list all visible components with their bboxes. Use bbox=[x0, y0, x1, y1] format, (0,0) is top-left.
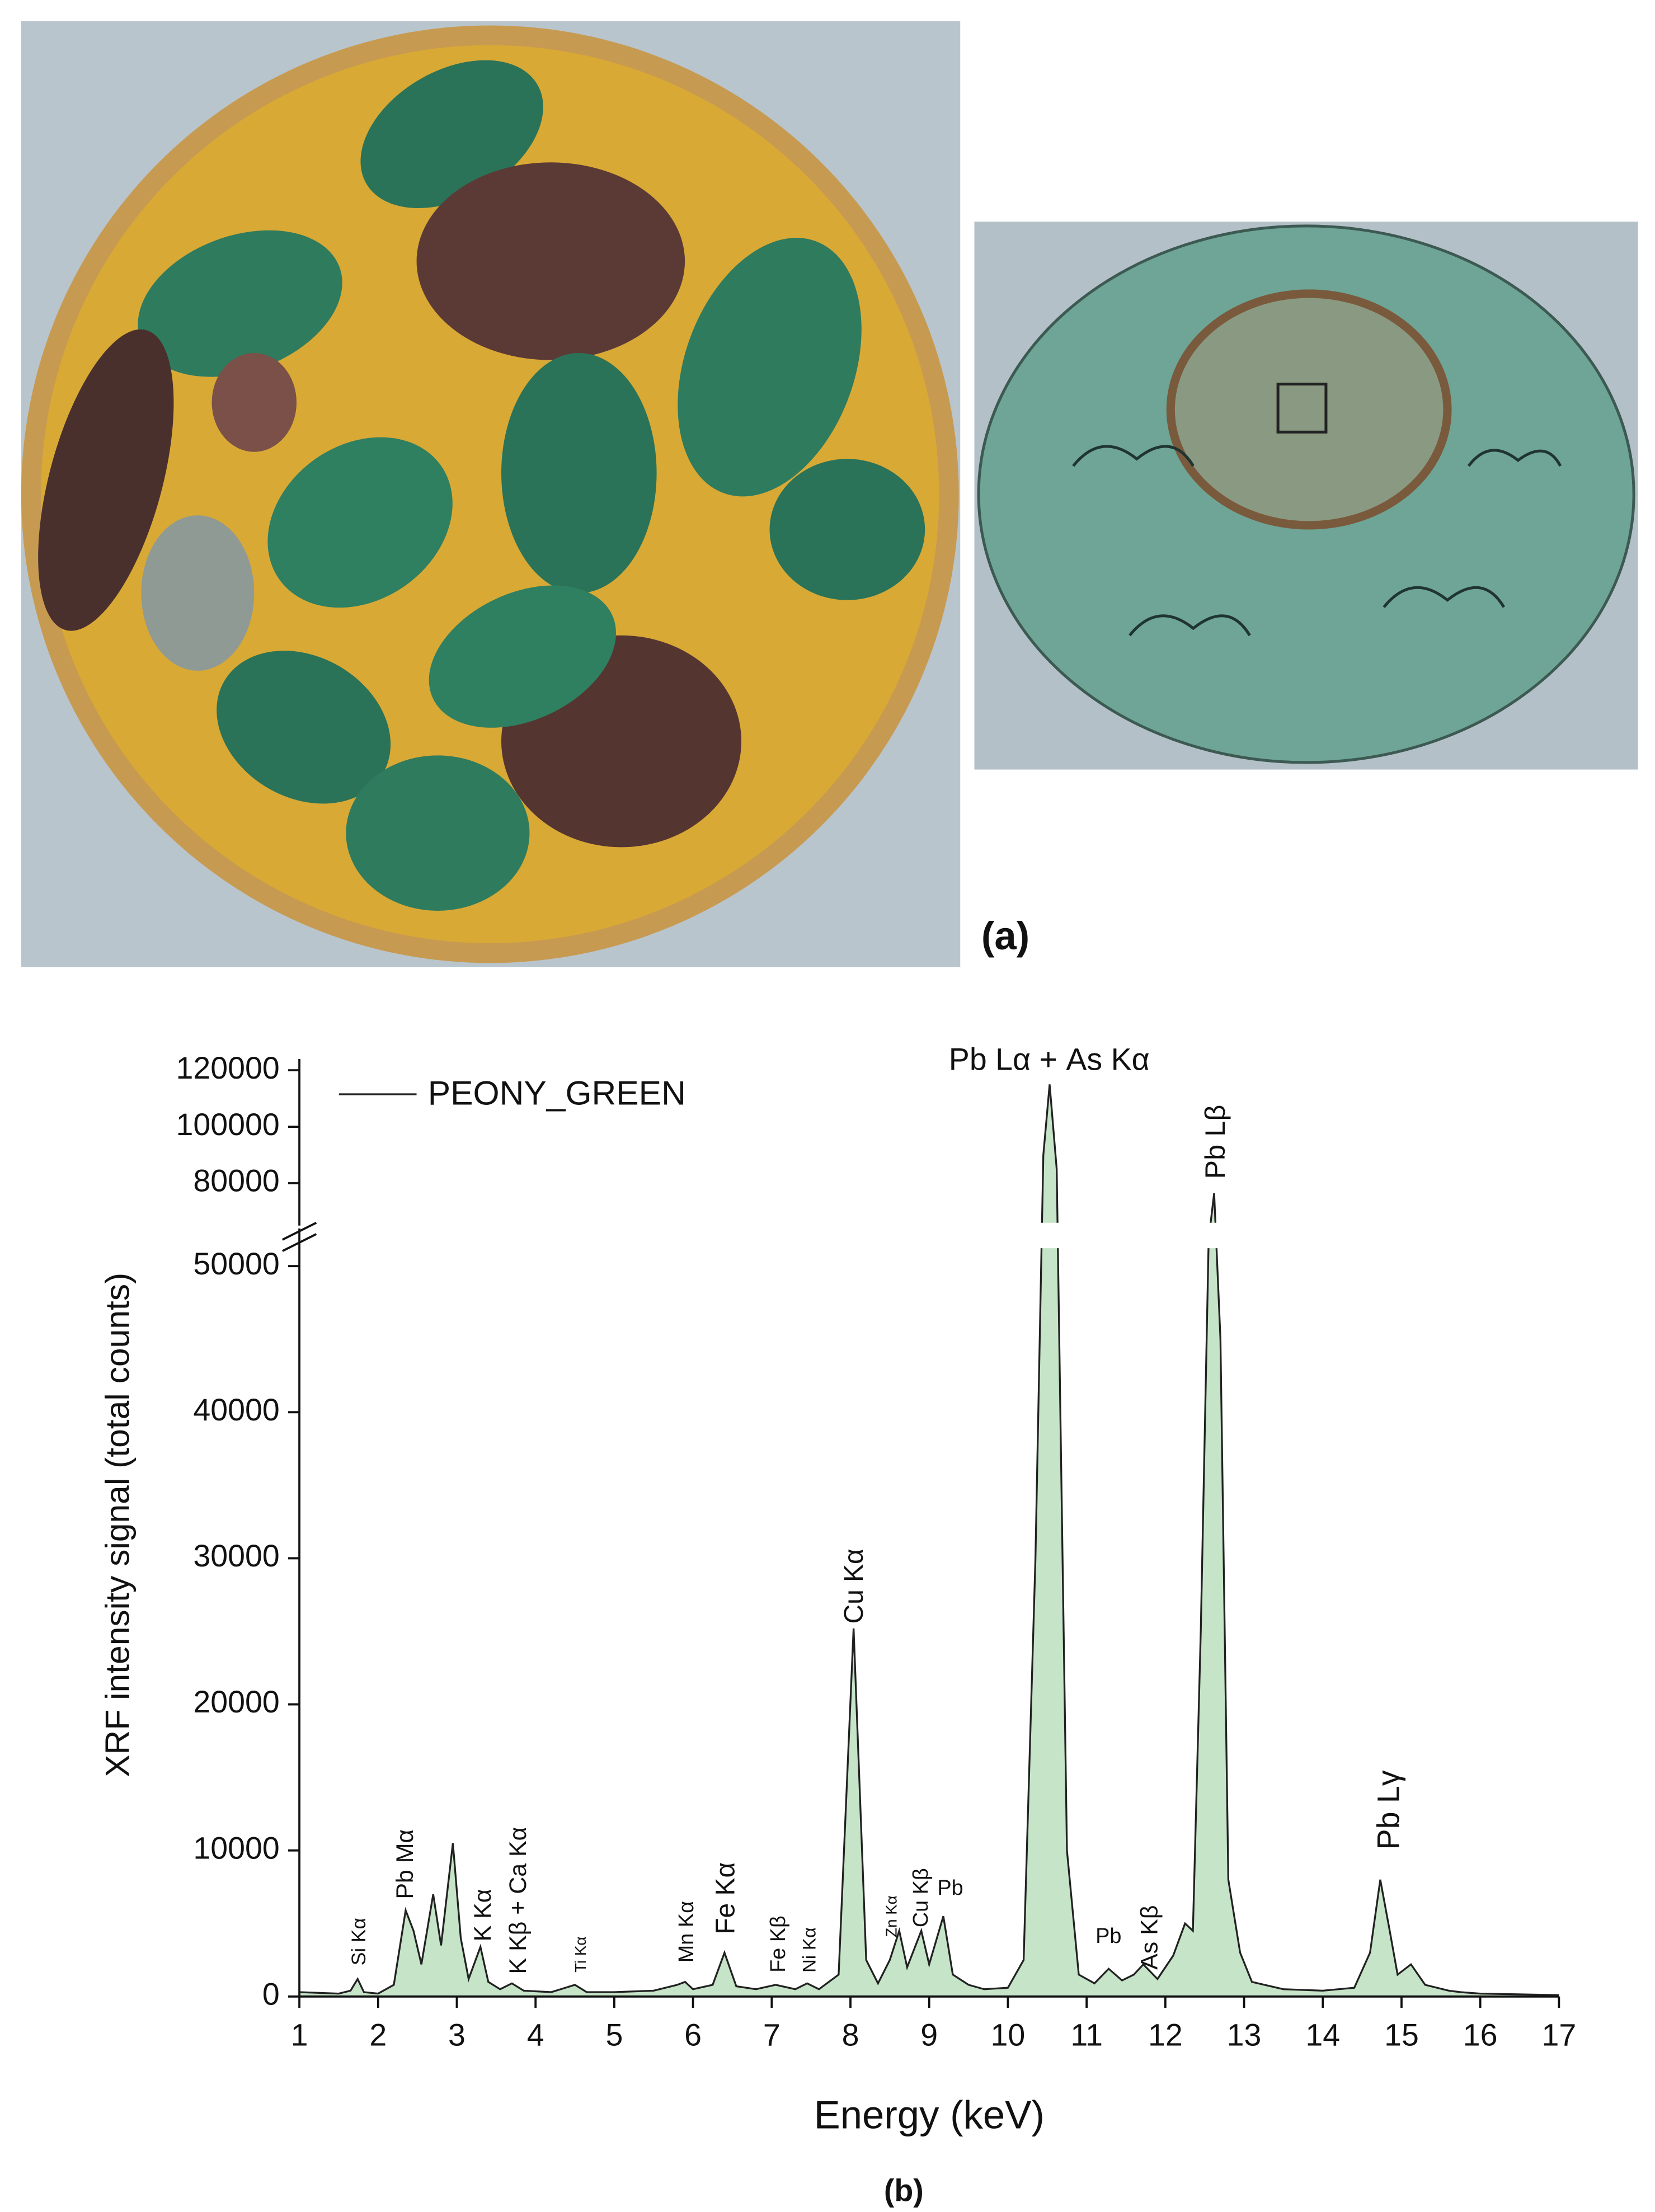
y-tick-label: 40000 bbox=[193, 1392, 279, 1427]
x-axis-title: Energy (keV) bbox=[814, 2093, 1045, 2137]
x-tick-label: 4 bbox=[527, 2018, 544, 2053]
peak-label: K Kα bbox=[469, 1889, 496, 1941]
peak-label: Pb bbox=[1096, 1924, 1121, 1948]
x-tick-label: 7 bbox=[763, 2018, 781, 2053]
spectrum-line bbox=[299, 1084, 1559, 1996]
x-tick-label: 5 bbox=[605, 2018, 623, 2053]
y-axis-title: XRF intensity signal (total counts) bbox=[98, 1273, 137, 1777]
y-tick-label: 50000 bbox=[193, 1246, 279, 1281]
y-tick-label: 120000 bbox=[176, 1051, 279, 1085]
peak-label: Fe Kα bbox=[711, 1862, 740, 1935]
axis-break bbox=[281, 1233, 317, 1252]
x-tick-label: 17 bbox=[1541, 2018, 1576, 2053]
break-gap bbox=[300, 1222, 1560, 1249]
x-tick-label: 1 bbox=[291, 2018, 308, 2053]
y-tick-label: 100000 bbox=[176, 1107, 279, 1142]
x-tick-label: 10 bbox=[991, 2018, 1026, 2053]
x-tick-label: 11 bbox=[1070, 2018, 1103, 2053]
x-tick-label: 2 bbox=[369, 2018, 387, 2053]
peak-label: Pb Lβ bbox=[1199, 1105, 1231, 1179]
peak-label: Si Kα bbox=[348, 1918, 370, 1965]
spectrum-area bbox=[299, 1084, 1559, 1997]
peak-label: Ti Kα bbox=[572, 1937, 589, 1973]
peak-label: Mn Kα bbox=[675, 1901, 698, 1962]
peak-label: Pb bbox=[937, 1876, 963, 1900]
x-tick-label: 3 bbox=[448, 2018, 466, 2053]
x-tick-label: 9 bbox=[920, 2018, 938, 2053]
x-tick-label: 6 bbox=[684, 2018, 702, 2053]
panel-label: (a) bbox=[981, 914, 1029, 958]
legend-label: PEONY_GREEN bbox=[428, 1074, 686, 1112]
x-tick-label: 13 bbox=[1227, 2018, 1262, 2053]
photo-bowl bbox=[974, 222, 1638, 770]
y-tick-label: 30000 bbox=[193, 1538, 279, 1573]
peak-label: Pb Lα + As Kα bbox=[949, 1042, 1150, 1077]
peak-label: Cu Kα bbox=[839, 1549, 869, 1623]
y-tick-label: 80000 bbox=[193, 1164, 279, 1198]
peak-label: K Kβ + Ca Kα bbox=[505, 1827, 532, 1974]
x-tick-label: 16 bbox=[1463, 2018, 1498, 2053]
x-tick-label: 8 bbox=[842, 2018, 859, 2053]
peak-label: Cu Kβ bbox=[909, 1868, 933, 1927]
y-tick-label: 10000 bbox=[193, 1830, 279, 1865]
peak-label: Pb Lγ bbox=[1371, 1770, 1406, 1849]
x-tick-label: 12 bbox=[1148, 2018, 1183, 2053]
axis-break bbox=[281, 1222, 317, 1241]
y-tick-label: 0 bbox=[262, 1976, 280, 2011]
photo-plate bbox=[21, 21, 961, 967]
y-tick-label: 20000 bbox=[193, 1684, 279, 1719]
x-tick-label: 14 bbox=[1305, 2018, 1340, 2053]
peak-label: Pb Mα bbox=[392, 1829, 419, 1899]
x-tick-label: 15 bbox=[1384, 2018, 1419, 2053]
peak-label: As Kβ bbox=[1136, 1905, 1163, 1970]
panel-label: (b) bbox=[884, 2173, 924, 2208]
peak-label: Ni Kα bbox=[798, 1927, 819, 1973]
peak-label: Zn Kα bbox=[882, 1895, 900, 1937]
peak-label: Fe Kβ bbox=[767, 1916, 790, 1973]
